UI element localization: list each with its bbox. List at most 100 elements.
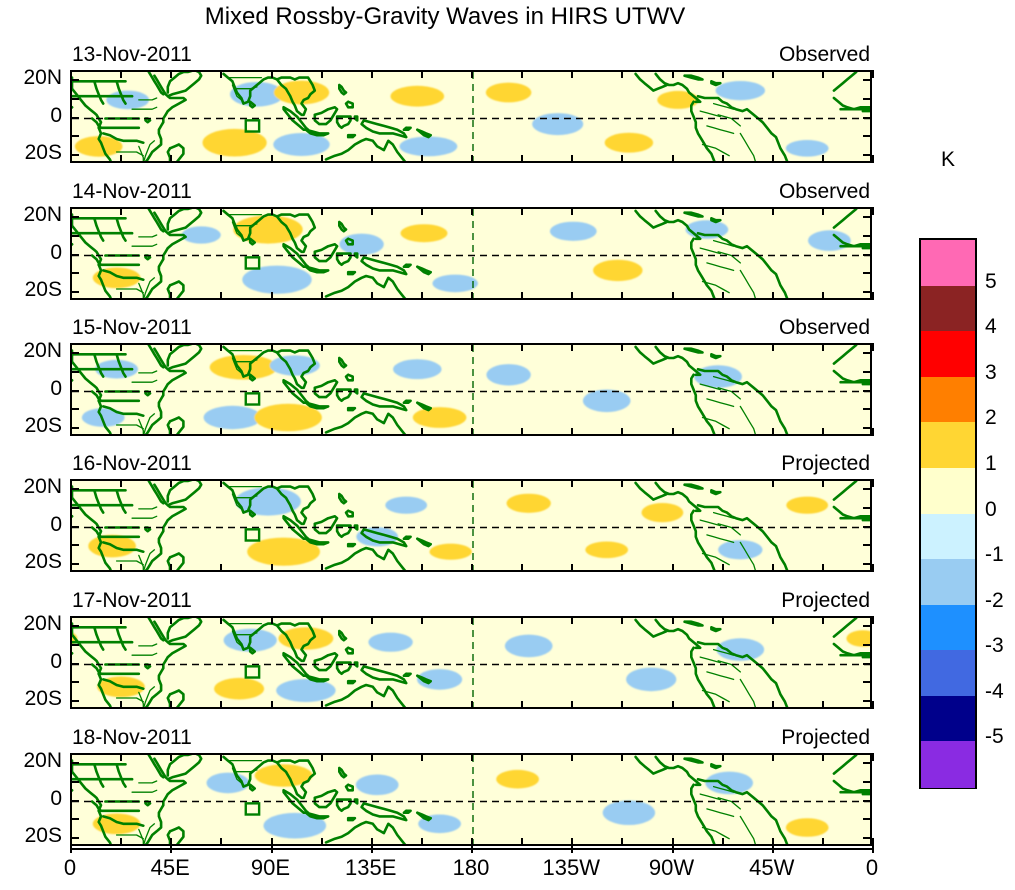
x-axis-tick bbox=[370, 343, 373, 351]
x-axis-tick bbox=[471, 701, 473, 709]
y-axis-tick-label: 0 bbox=[50, 240, 62, 264]
x-axis-tick bbox=[571, 428, 574, 436]
y-axis-tick-label: 20S bbox=[24, 823, 62, 847]
x-axis-tick-label: 135E bbox=[345, 855, 397, 880]
x-axis-tick bbox=[120, 479, 123, 487]
x-axis-tick bbox=[471, 343, 473, 351]
y-axis-tick bbox=[863, 506, 872, 509]
x-axis-tick bbox=[821, 616, 824, 624]
x-axis-tick-label: 45W bbox=[749, 855, 795, 880]
x-axis-tick bbox=[270, 70, 273, 78]
x-axis-tick-label: 90W bbox=[648, 855, 695, 880]
page-title: Mixed Rossby-Gravity Waves in HIRS UTWV bbox=[204, 3, 686, 30]
x-axis-tick bbox=[270, 343, 273, 351]
x-axis-tick bbox=[420, 479, 423, 487]
colorbar-band bbox=[921, 604, 975, 651]
x-axis-tick bbox=[70, 753, 72, 761]
x-axis-tick bbox=[320, 292, 323, 300]
x-axis-tick bbox=[621, 701, 624, 709]
colorbar-tick-label: -2 bbox=[985, 588, 1004, 612]
y-axis-tick-label: 20N bbox=[23, 749, 62, 773]
x-axis-tick bbox=[771, 155, 774, 163]
x-axis-tick bbox=[571, 479, 574, 487]
x-axis-tick bbox=[571, 564, 574, 572]
panel-date-label: 18-Nov-2011 bbox=[72, 726, 192, 749]
panel-status-label: Observed bbox=[778, 43, 870, 66]
y-axis-tick bbox=[863, 799, 872, 802]
y-axis-tick bbox=[70, 836, 79, 839]
y-axis-tick bbox=[863, 643, 872, 646]
x-axis-tick bbox=[471, 155, 473, 163]
colorbar-band bbox=[921, 695, 975, 742]
x-axis-tick bbox=[621, 292, 624, 300]
x-axis-tick bbox=[370, 753, 373, 761]
x-axis-tick bbox=[771, 564, 774, 572]
x-axis-tick bbox=[170, 292, 173, 300]
y-axis-tick bbox=[70, 290, 79, 293]
y-axis-tick bbox=[70, 662, 79, 665]
x-axis-tick bbox=[771, 428, 774, 436]
x-axis-tick bbox=[471, 292, 473, 300]
x-axis-tick bbox=[70, 616, 72, 624]
x-axis-tick bbox=[420, 292, 423, 300]
x-axis-tick bbox=[872, 616, 874, 624]
x-axis-tick bbox=[420, 838, 423, 846]
x-axis-tick bbox=[170, 207, 173, 215]
y-axis-tick bbox=[70, 506, 79, 509]
x-axis-tick bbox=[220, 616, 223, 624]
x-axis-tick bbox=[671, 753, 674, 761]
x-axis-tick bbox=[721, 564, 724, 572]
x-axis-tick bbox=[621, 343, 624, 351]
x-axis-tick bbox=[771, 70, 774, 78]
y-axis-tick bbox=[70, 699, 79, 702]
x-axis-tick bbox=[872, 292, 874, 300]
y-axis-tick-label: 20S bbox=[24, 549, 62, 573]
x-axis-tick bbox=[571, 207, 574, 215]
y-axis-tick-label: 20S bbox=[24, 686, 62, 710]
x-axis-tick bbox=[521, 701, 524, 709]
x-axis-tick bbox=[671, 155, 674, 163]
colorbar-band bbox=[921, 467, 975, 515]
y-axis-tick bbox=[863, 79, 872, 82]
map-panel bbox=[70, 616, 872, 709]
y-axis-tick-label: 0 bbox=[50, 376, 62, 400]
colorbar-band bbox=[921, 741, 975, 788]
y-axis-tick bbox=[863, 836, 872, 839]
x-axis-tick bbox=[721, 292, 724, 300]
x-axis-tick bbox=[571, 70, 574, 78]
x-axis-tick bbox=[571, 701, 574, 709]
x-axis-tick-label: 180 bbox=[452, 855, 490, 880]
x-axis-tick bbox=[471, 564, 473, 572]
x-axis-tick bbox=[771, 479, 774, 487]
y-axis-tick bbox=[863, 389, 872, 392]
x-axis-tick bbox=[571, 155, 574, 163]
coastlines bbox=[72, 618, 870, 707]
x-axis-tick bbox=[521, 564, 524, 572]
y-axis-tick bbox=[863, 352, 872, 355]
x-axis-tick bbox=[821, 753, 824, 761]
x-axis-tick bbox=[420, 343, 423, 351]
x-axis-tick bbox=[170, 616, 173, 624]
y-axis-tick bbox=[70, 97, 79, 100]
y-axis-tick bbox=[70, 562, 79, 565]
x-axis-tick bbox=[170, 155, 173, 163]
x-axis-tick bbox=[70, 701, 72, 709]
x-axis-tick bbox=[821, 479, 824, 487]
colorbar-band bbox=[921, 650, 975, 697]
x-axis-tick bbox=[370, 479, 373, 487]
y-axis-tick bbox=[70, 426, 79, 429]
x-axis-tick bbox=[370, 564, 373, 572]
x-axis-tick bbox=[370, 292, 373, 300]
x-axis-tick bbox=[721, 428, 724, 436]
box-marker bbox=[244, 392, 261, 406]
x-axis-tick bbox=[420, 616, 423, 624]
x-axis-tick bbox=[872, 564, 874, 572]
x-axis-tick bbox=[771, 616, 774, 624]
x-axis-tick bbox=[320, 616, 323, 624]
y-axis-tick bbox=[70, 762, 79, 765]
x-axis-tick bbox=[220, 343, 223, 351]
x-axis-tick bbox=[270, 207, 273, 215]
x-axis-tick bbox=[721, 701, 724, 709]
x-axis-tick bbox=[571, 292, 574, 300]
x-axis-tick-label: 0 bbox=[63, 855, 77, 880]
